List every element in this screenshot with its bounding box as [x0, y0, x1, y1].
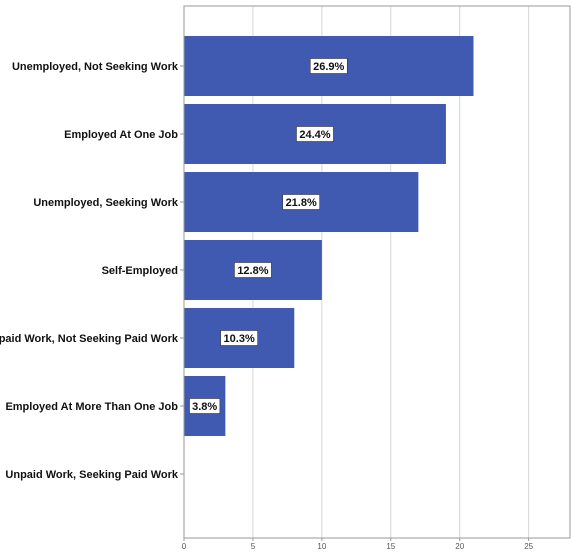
x-tick-label: 10 [317, 542, 326, 551]
plot-frame [183, 5, 571, 539]
category-label: Unpaid Work, Seeking Paid Work [5, 469, 178, 481]
data-label: 12.8% [237, 265, 268, 277]
data-label: 24.4% [299, 129, 330, 141]
data-label-box [234, 262, 272, 278]
category-label: Employed At One Job [64, 129, 178, 141]
bars [184, 36, 474, 436]
axes [180, 5, 571, 541]
category-label: Employed At More Than One Job [5, 401, 178, 413]
data-label: 21.8% [286, 197, 317, 209]
x-tick-label: 20 [455, 542, 464, 551]
labels: 0 5 10 15 20 25 Unemployed, Not Seeking Work 26… [0, 58, 534, 551]
data-label-box [282, 194, 320, 210]
data-label-box [189, 398, 221, 414]
data-label: 10.3% [224, 333, 255, 345]
data-label-box [309, 58, 348, 74]
data-label: 3.8% [192, 401, 217, 413]
x-tick-label: 0 [182, 542, 187, 551]
x-tick-label: 5 [251, 542, 256, 551]
data-label-box [296, 126, 334, 142]
category-label: Self-Employed [102, 265, 178, 277]
x-tick-label: 25 [524, 542, 533, 551]
data-label: 26.9% [313, 61, 344, 73]
category-label: Unemployed, Not Seeking Work [12, 61, 179, 73]
x-tick-label: 15 [386, 542, 395, 551]
category-label: Unemployed, Seeking Work [33, 197, 179, 209]
data-label-box [220, 330, 258, 346]
category-label: Unpaid Work, Not Seeking Paid Work [0, 333, 179, 345]
